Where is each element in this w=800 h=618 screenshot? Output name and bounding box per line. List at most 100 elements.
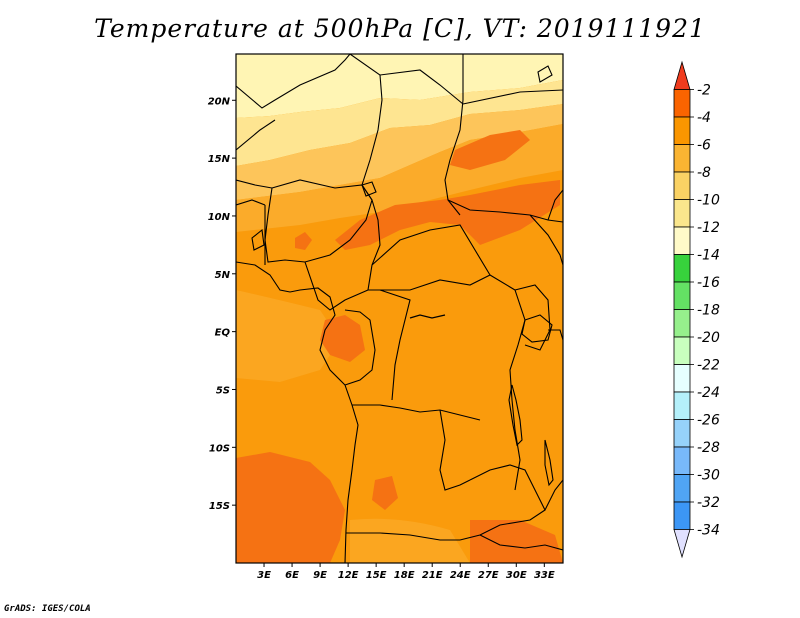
lat-tick-label: EQ: [215, 328, 231, 339]
colorbar-label: -34: [697, 523, 720, 539]
colorbar-box: [673, 171, 691, 200]
field-band-5b: [236, 290, 340, 382]
border-ssudan-east: [529, 214, 563, 266]
field-band-8: [236, 80, 563, 166]
field-band-10: [236, 54, 563, 118]
congo-river: [409, 314, 446, 319]
lake-volta: [251, 228, 265, 251]
border-congo: [344, 309, 376, 386]
colorbar-box: [673, 364, 691, 393]
lake-victoria: [521, 314, 553, 343]
lat-tick-label: 10S: [209, 443, 230, 454]
colorbar-label: -26: [697, 413, 720, 429]
border-namibia: [346, 532, 460, 541]
border-tanzania: [548, 329, 563, 341]
colorbar-bottom-arrow: [673, 529, 691, 559]
border-angola-east: [439, 409, 471, 491]
lon-tick-label: 21E: [422, 570, 443, 581]
colorbar-box: [673, 419, 691, 448]
border-zambia: [459, 464, 546, 541]
lon-tick-label: 15E: [366, 570, 387, 581]
colorbar-label: -8: [697, 165, 711, 181]
colorbar-label: -24: [697, 385, 720, 401]
lon-tick-label: 30E: [506, 570, 527, 581]
border-sahara-north: [236, 54, 351, 109]
colorbar: -2 -4 -6 -8 -10 -12 -14 -16 -18 -20 -22 -24 -26 -28 -3…: [673, 60, 720, 559]
border-mozambique: [544, 479, 563, 511]
map-frame: [235, 53, 564, 564]
lat-tick-label: 20N: [208, 96, 231, 107]
field-hot-8: [372, 476, 398, 510]
border-angola-north: [352, 404, 481, 421]
lon-tick-label: 6E: [285, 570, 299, 581]
lon-tick-label: 12E: [338, 570, 359, 581]
field-band-5c: [350, 518, 470, 563]
lon-tick-label: 24E: [450, 570, 471, 581]
colorbar-box: [673, 446, 691, 475]
colorbar-box: [673, 281, 691, 310]
coastline-west: [236, 261, 359, 563]
colorbar-top-arrow: [673, 60, 691, 90]
red-sea-coast: [537, 65, 553, 83]
lon-tick-label: 9E: [313, 570, 327, 581]
map-title: Temperature at 500hPa [C], VT: 201911192…: [94, 14, 706, 43]
lake-malawi: [544, 439, 554, 487]
colorbar-box: [673, 474, 691, 503]
grads-credit: GrADS: IGES/COLA: [4, 604, 91, 614]
lake-tanganyika: [508, 384, 523, 447]
lake-chad: [361, 181, 377, 197]
border-drc-east: [489, 274, 526, 491]
field-hot-6: [470, 520, 563, 563]
border-egypt-sudan: [462, 89, 563, 105]
colorbar-label: -20: [697, 330, 720, 346]
lat-tick-label: 15N: [208, 154, 231, 165]
temperature-field: [236, 54, 563, 563]
country-borders: [236, 54, 563, 563]
colorbar-box: [673, 391, 691, 420]
colorbar-box: [673, 309, 691, 338]
border-uganda: [514, 284, 551, 351]
colorbar-label: -22: [697, 358, 720, 374]
colorbar-box: [673, 89, 691, 118]
border-sudan-ssudan: [447, 199, 563, 223]
lat-tick-label: 15S: [209, 501, 230, 512]
colorbar-box: [673, 116, 691, 145]
colorbar-label: -2: [697, 83, 711, 99]
colorbar-box: [673, 226, 691, 255]
lon-tick-label: 3E: [257, 570, 271, 581]
colorbar-label: -4: [697, 110, 711, 126]
field-hot-5: [236, 452, 345, 563]
border-burkina: [236, 199, 266, 206]
colorbar-label: -30: [697, 468, 720, 484]
colorbar-box: [673, 336, 691, 365]
colorbar-label: -10: [697, 193, 720, 209]
colorbar-box: [673, 254, 691, 283]
border-ethiopia: [547, 189, 563, 221]
border-drc-north: [379, 289, 411, 401]
colorbar-label: -32: [697, 495, 720, 511]
colorbar-label: -12: [697, 220, 720, 236]
border-mali: [236, 119, 276, 151]
field-hot-1: [450, 130, 530, 170]
latitude-axis: 20N 15N 10N 5N EQ 5S 10S 15S: [208, 96, 236, 512]
lat-tick-label: 5S: [216, 385, 230, 396]
lat-tick-label: 5N: [215, 270, 231, 281]
longitude-axis: 3E 6E 9E 12E 15E 18E 21E 24E 27E 30E 33E: [257, 563, 555, 581]
lon-tick-label: 33E: [534, 570, 555, 581]
border-libya-niger: [379, 69, 464, 105]
colorbar-box: [673, 199, 691, 228]
colorbar-label: -14: [697, 248, 720, 264]
colorbar-box: [673, 144, 691, 173]
colorbar-box: [673, 501, 691, 530]
field-hot-2: [335, 180, 560, 250]
field-hot-4: [295, 232, 312, 250]
colorbar-label: -6: [697, 138, 711, 154]
border-zimbabwe: [479, 534, 563, 551]
border-west-africa: [236, 179, 273, 189]
lat-tick-label: 10N: [208, 212, 231, 223]
field-hot-3: [320, 315, 365, 362]
colorbar-label: -28: [697, 440, 720, 456]
lon-tick-label: 27E: [478, 570, 499, 581]
colorbar-label: -18: [697, 303, 720, 319]
